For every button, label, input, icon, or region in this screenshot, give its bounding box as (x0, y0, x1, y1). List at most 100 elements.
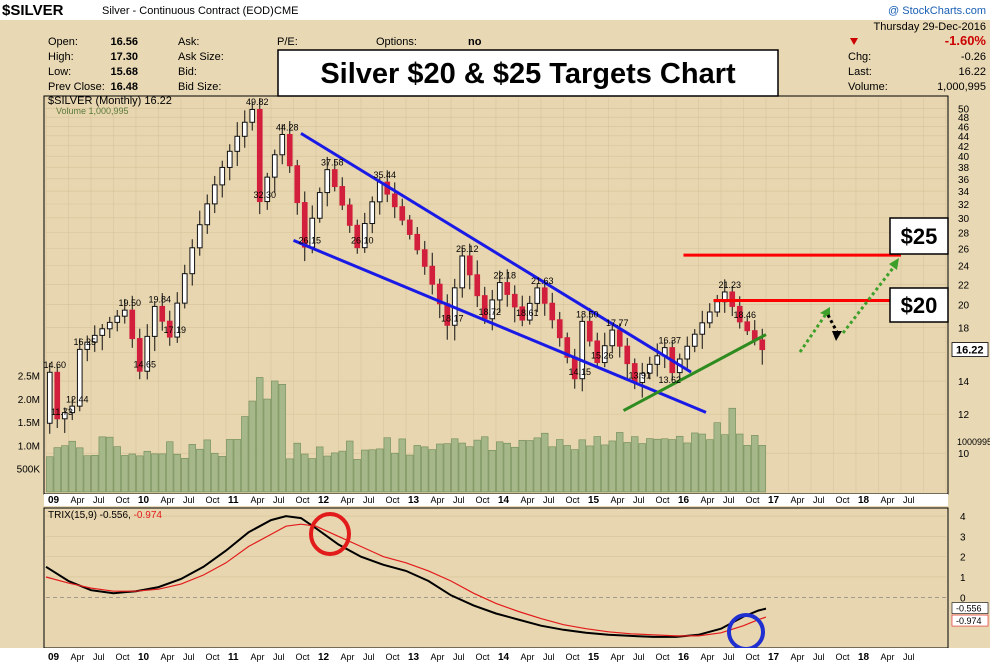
x-tick-label: Oct (296, 495, 311, 505)
x-tick-label: Apr (71, 652, 85, 662)
volume-bar (331, 452, 339, 493)
volume-bar (413, 445, 421, 493)
candle-body (204, 203, 211, 226)
price-annotation: 49.82 (246, 97, 269, 107)
x-tick-label: 10 (138, 495, 150, 506)
x-tick-label: Jul (273, 495, 285, 505)
volume-bar (691, 432, 699, 493)
price-annotation: 18.50 (576, 309, 599, 319)
trix-last-box (951, 602, 989, 614)
x-tick-label: Apr (521, 652, 535, 662)
projection-arrowhead-3 (889, 258, 899, 270)
candle-body (616, 329, 623, 347)
volume-bar (616, 432, 624, 493)
price-annotation: 25.12 (456, 244, 479, 254)
volume-bar (466, 446, 474, 493)
volume-bar (668, 439, 676, 493)
x-tick-label: Oct (116, 652, 131, 662)
volume-bar (346, 440, 354, 493)
volume-bar (143, 450, 151, 493)
volume-bar (458, 442, 466, 493)
candle-body (361, 223, 368, 249)
x-axis-band (44, 494, 948, 506)
x-tick-label: Oct (296, 652, 311, 662)
x-tick-label: Apr (71, 495, 85, 505)
volume-bar (721, 434, 729, 493)
x-tick-label: 11 (228, 495, 239, 506)
x-tick-label: Apr (611, 652, 625, 662)
candle-body (241, 121, 248, 137)
volume-bar (233, 439, 241, 493)
volume-bar (113, 446, 121, 493)
x-tick-label: Oct (656, 495, 671, 505)
price-tick-label: 32 (958, 200, 970, 211)
x-tick-label: Oct (386, 652, 401, 662)
target-25-label: $25 (901, 224, 938, 249)
volume-bars (46, 377, 766, 493)
price-annotation: 18.17 (441, 313, 464, 323)
projection-up-2 (841, 267, 895, 334)
volume-bar (278, 383, 286, 493)
x-tick-label: Oct (206, 652, 221, 662)
volume-axis: 2.5M 2.0M 1.5M 1.0M 500K (17, 372, 41, 476)
price-annotation: 17.77 (606, 318, 629, 328)
volume-bar (428, 449, 436, 493)
candle-body (549, 302, 556, 321)
title-bar (0, 0, 990, 20)
options-value: no (468, 36, 482, 48)
x-tick-label: Jul (543, 495, 555, 505)
candle-body (489, 299, 496, 320)
candle-body (541, 287, 548, 304)
volume-bar (571, 449, 579, 493)
candle-body (144, 335, 151, 372)
candle-body (691, 333, 698, 347)
candle-body (414, 233, 421, 251)
x-tick-label: Oct (206, 495, 221, 505)
candle-body (174, 302, 181, 338)
x-tick-label: 09 (48, 495, 60, 506)
quote-value: 17.30 (110, 51, 138, 63)
price-annotation: 32.30 (254, 190, 277, 200)
candle-body (534, 287, 541, 304)
x-tick-label: Jul (903, 652, 915, 662)
quote-field-label: Bid: (178, 66, 197, 78)
volume-bar (91, 455, 99, 493)
candle-body (609, 329, 616, 347)
quote-label: High: (48, 51, 74, 63)
x-tick-label: Apr (791, 652, 805, 662)
candle-body (466, 255, 473, 276)
volume-bar (541, 432, 549, 493)
x-tick-label: Oct (746, 495, 761, 505)
x-tick-label: 17 (768, 652, 780, 663)
watermark: @ StockCharts.com (888, 5, 986, 17)
quote-value: 16.56 (110, 36, 138, 48)
volume-bar (383, 437, 391, 493)
candle-body (391, 193, 398, 208)
price-annotation: 44.28 (276, 122, 299, 132)
volume-bar (533, 437, 541, 493)
x-tick-label: Jul (723, 495, 735, 505)
x-tick-label: Oct (746, 652, 761, 662)
x-tick-label: 13 (408, 495, 420, 506)
volume-bar (601, 444, 609, 493)
crossover-circle-red (309, 512, 351, 556)
volume-bar (406, 454, 414, 493)
candle-body (264, 176, 271, 203)
x-tick-label: Apr (701, 652, 715, 662)
volume-bar (181, 458, 189, 493)
trix-series-line (45, 523, 767, 637)
volume-bar (316, 446, 324, 493)
price-annotation: 13.62 (659, 375, 682, 385)
price-tick-label: 24 (958, 262, 970, 273)
price-tick-label: 34 (958, 187, 970, 198)
x-tick-label: Jul (183, 652, 195, 662)
candle-body (316, 192, 323, 219)
candle-body (564, 337, 571, 358)
volume-bar (368, 449, 376, 493)
candle-body (459, 255, 466, 289)
candle-body (346, 204, 353, 226)
price-tick-label: 38 (958, 163, 970, 174)
trix-legend-signal: -0.974 (134, 510, 163, 521)
x-tick-label: 14 (498, 652, 510, 663)
candle-body (226, 150, 233, 168)
